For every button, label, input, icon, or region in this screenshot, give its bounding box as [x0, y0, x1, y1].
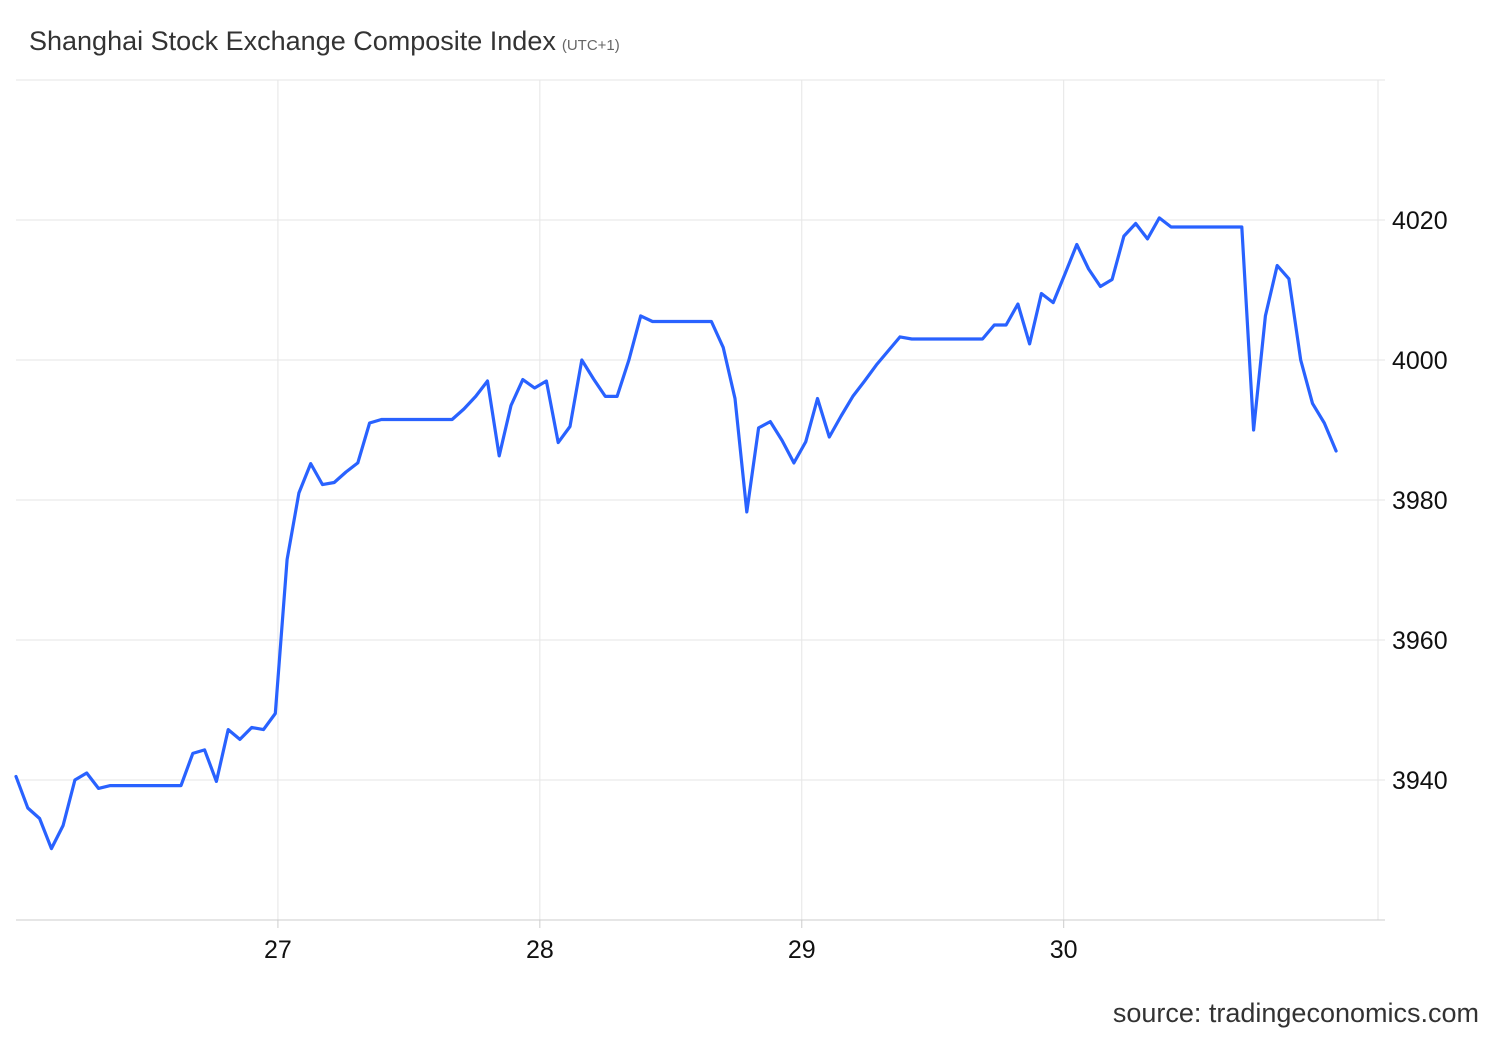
x-tick-label-27: 27	[264, 936, 292, 964]
y-tick-label-3960: 3960	[1392, 627, 1448, 655]
chart-title: Shanghai Stock Exchange Composite Index(…	[29, 26, 620, 56]
y-tick-label-3940: 3940	[1392, 767, 1448, 795]
y-tick-label-3980: 3980	[1392, 487, 1448, 515]
series-line-0	[14, 216, 1338, 851]
x-tick-label-29: 29	[788, 936, 816, 964]
x-tick-label-30: 30	[1050, 936, 1078, 964]
y-tick-label-4020: 4020	[1392, 207, 1448, 235]
y-tick-label-4000: 4000	[1392, 347, 1448, 375]
timezone-label: (UTC+1)	[561, 37, 620, 54]
source-credit: source: tradingeconomics.com	[1112, 998, 1479, 1028]
x-tick-label-28: 28	[526, 936, 554, 964]
